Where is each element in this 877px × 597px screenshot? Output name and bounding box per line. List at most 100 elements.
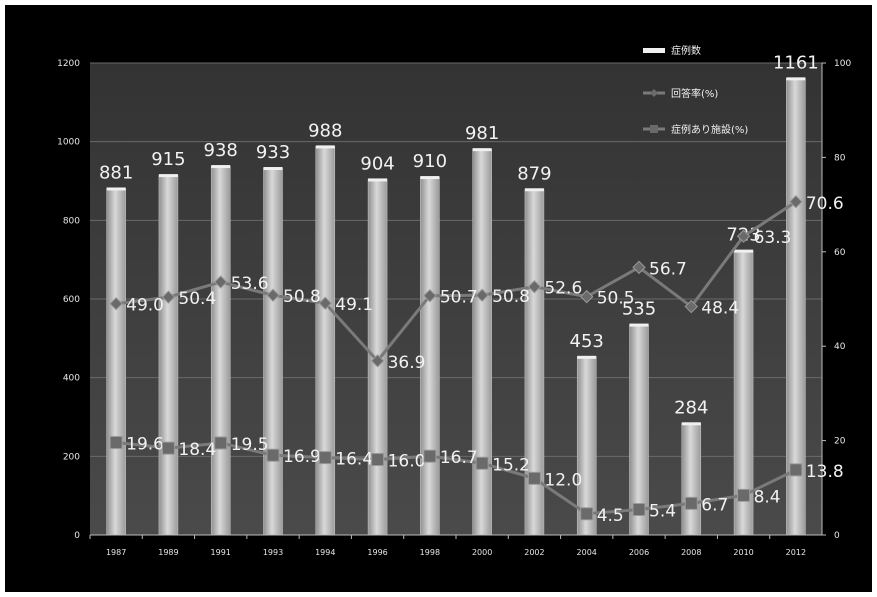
- bar-cap: [472, 148, 492, 152]
- legend-label: 症例あり施設(%): [671, 123, 748, 136]
- series-line: [115, 200, 797, 364]
- x-tick-label: 1991: [211, 548, 231, 557]
- x-tick-label: 2010: [733, 548, 753, 557]
- point-marker: [318, 296, 332, 310]
- x-tick-label: 1998: [420, 548, 440, 557]
- point-data-label: 50.7: [440, 288, 478, 308]
- legend-marker: [650, 89, 658, 97]
- bar-data-label: 1161: [773, 52, 819, 73]
- point-data-label: 70.6: [806, 194, 844, 214]
- bar-cap: [315, 145, 335, 149]
- bar-cap: [420, 176, 440, 180]
- bar: [681, 423, 702, 536]
- bar-cap: [681, 422, 701, 426]
- point-data-label: 50.4: [178, 289, 216, 309]
- point-marker: [789, 463, 803, 477]
- left-tick-label: 600: [63, 295, 80, 305]
- bar-cap: [211, 165, 231, 169]
- point-data-label: 48.4: [701, 299, 739, 319]
- point-marker: [266, 448, 280, 462]
- bar-data-label: 881: [99, 162, 133, 183]
- point-marker: [214, 275, 228, 289]
- bar-data-label: 904: [360, 153, 394, 174]
- x-tick-label: 1994: [315, 548, 335, 557]
- point-data-label: 15.2: [492, 455, 530, 475]
- point-data-label: 13.8: [806, 462, 844, 482]
- point-data-label: 16.4: [335, 450, 373, 470]
- bar-data-label: 535: [622, 299, 656, 320]
- point-marker: [527, 280, 542, 294]
- legend-marker: [650, 125, 658, 133]
- left-tick-label: 800: [63, 216, 80, 226]
- point-data-label: 56.7: [649, 259, 687, 279]
- point-marker: [318, 451, 332, 465]
- point-marker: [266, 288, 280, 302]
- point-marker: [632, 503, 646, 517]
- point-marker: [684, 299, 698, 314]
- bar: [106, 188, 126, 536]
- point-marker: [789, 195, 803, 209]
- left-tick-label: 1000: [57, 138, 80, 148]
- bar-cap: [368, 178, 388, 182]
- point-marker: [370, 354, 385, 368]
- point-data-label: 52.6: [544, 279, 582, 299]
- chart-frame: 0 200 400 600 800 1000 1200 0 20 40 60 80 100 881 91…: [5, 5, 872, 592]
- bar: [472, 148, 492, 536]
- point-data-label: 50.8: [283, 287, 321, 307]
- point-data-label: 8.4: [754, 487, 781, 507]
- right-tick-label: 20: [834, 437, 846, 447]
- point-data-label: 19.5: [231, 435, 269, 455]
- point-marker: [736, 229, 751, 243]
- point-marker: [371, 452, 385, 466]
- point-data-label: 50.5: [597, 289, 635, 309]
- point-marker: [161, 441, 175, 455]
- bar-cap: [577, 355, 597, 359]
- x-axis: 1987 1989 1991 1993 1994 1996 1998 2000 2002 2004…: [89, 534, 822, 557]
- legend-label: 症例数: [671, 44, 701, 57]
- point-data-label: 6.7: [701, 495, 728, 515]
- right-tick-label: 40: [834, 342, 846, 352]
- bar-data-label: 981: [465, 123, 499, 144]
- point-marker: [580, 289, 594, 304]
- point-data-label: 4.5: [597, 506, 624, 526]
- combo-chart: 0 200 400 600 800 1000 1200 0 20 40 60 80 100 881 91…: [57, 44, 851, 557]
- x-tick-label: 2004: [577, 548, 597, 557]
- bar-data-label: 915: [151, 149, 185, 170]
- x-tick-label: 2002: [524, 548, 544, 557]
- point-marker: [737, 488, 751, 502]
- legend-label: 回答率(%): [671, 87, 718, 100]
- point-data-label: 16.0: [388, 451, 426, 471]
- point-marker: [423, 449, 437, 463]
- point-data-label: 49.0: [126, 296, 164, 316]
- point-marker: [527, 471, 541, 485]
- right-tick-label: 100: [834, 59, 851, 69]
- bar: [263, 167, 283, 536]
- x-tick-label: 1989: [158, 548, 178, 557]
- left-axis: 0 200 400 600 800 1000 1200: [57, 59, 80, 541]
- bar-data-label: 879: [517, 163, 551, 184]
- x-tick-label: 2012: [786, 548, 806, 557]
- point-data-label: 16.7: [440, 448, 478, 468]
- point-marker: [684, 496, 698, 510]
- x-tick-label: 1996: [367, 548, 387, 557]
- bar-cap: [106, 187, 126, 191]
- x-tick-label: 1987: [106, 548, 126, 557]
- right-tick-label: 80: [834, 153, 846, 163]
- point-data-label: 18.4: [178, 440, 216, 460]
- legend-swatch-bar: [643, 48, 665, 53]
- line-series: 49.0 50.4 53.6 50.8 49.1 36.9 50.7 50.8 52.6 50.5…: [109, 194, 844, 526]
- point-marker: [475, 456, 489, 470]
- point-marker: [475, 288, 489, 302]
- x-tick-label: 1993: [263, 548, 283, 557]
- bar: [315, 146, 336, 536]
- point-data-label: 53.6: [231, 274, 269, 294]
- bar-data-label: 910: [413, 151, 447, 172]
- left-tick-label: 0: [74, 531, 80, 541]
- bar-data-label: 933: [256, 142, 290, 163]
- point-data-label: 63.3: [754, 228, 792, 248]
- point-data-label: 19.6: [126, 434, 164, 454]
- bar-data-label: 453: [570, 331, 604, 352]
- right-tick-label: 0: [834, 531, 840, 541]
- point-marker: [214, 436, 228, 450]
